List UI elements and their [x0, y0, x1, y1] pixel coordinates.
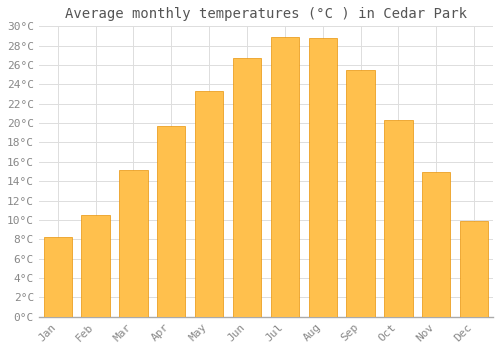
Bar: [346, 70, 375, 317]
Bar: [422, 172, 450, 317]
Bar: [195, 91, 224, 317]
Bar: [44, 237, 72, 317]
Bar: [157, 126, 186, 317]
Bar: [119, 170, 148, 317]
Bar: [270, 37, 299, 317]
Bar: [460, 221, 488, 317]
Bar: [82, 215, 110, 317]
Title: Average monthly temperatures (°C ) in Cedar Park: Average monthly temperatures (°C ) in Ce…: [65, 7, 467, 21]
Bar: [384, 120, 412, 317]
Bar: [308, 38, 337, 317]
Bar: [233, 58, 261, 317]
